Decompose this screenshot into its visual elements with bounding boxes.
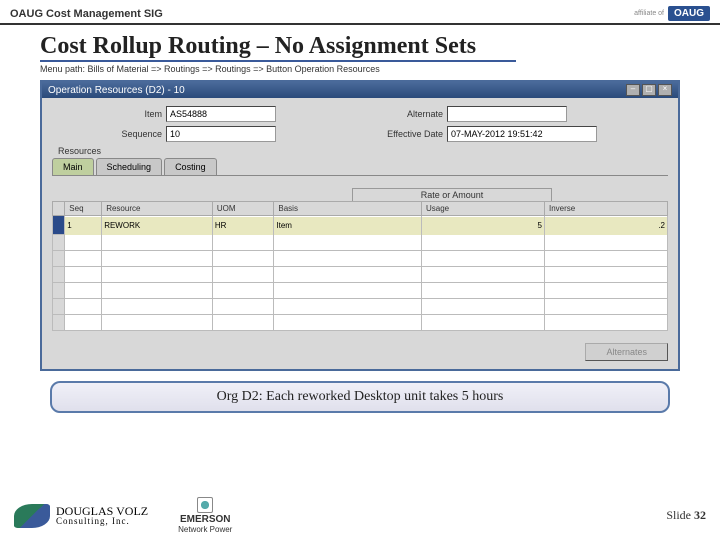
menu-path: Menu path: Bills of Material => Routings…	[40, 64, 720, 74]
table-row[interactable]	[53, 283, 668, 299]
seq-cell[interactable]	[65, 217, 101, 235]
oaug-logo: affiliate of OAUG	[634, 6, 710, 21]
caption: Org D2: Each reworked Desktop unit takes…	[50, 381, 670, 413]
basis-cell[interactable]	[274, 217, 421, 235]
emerson-logo: EMERSON Network Power	[178, 497, 232, 534]
minimize-button[interactable]: –	[626, 84, 640, 96]
dv-swoosh-icon	[14, 504, 50, 528]
table-row[interactable]	[53, 299, 668, 315]
close-button[interactable]: ×	[658, 84, 672, 96]
alternate-field[interactable]	[447, 106, 567, 122]
resources-grid: Seq Resource UOM Basis Usage Inverse	[52, 201, 668, 331]
col-usage: Usage	[421, 202, 544, 216]
table-row[interactable]	[53, 216, 668, 235]
uom-cell[interactable]	[213, 217, 274, 235]
tab-costing[interactable]: Costing	[164, 158, 217, 175]
alternates-button[interactable]: Alternates	[585, 343, 668, 361]
rate-amount-group: Rate or Amount	[352, 188, 552, 201]
col-inverse: Inverse	[544, 202, 667, 216]
sequence-label: Sequence	[52, 129, 162, 139]
emerson-icon	[197, 497, 213, 513]
douglas-volz-logo: DOUGLAS VOLZ Consulting, Inc.	[14, 504, 148, 528]
inverse-cell[interactable]	[545, 217, 667, 235]
table-row[interactable]	[53, 315, 668, 331]
alternate-label: Alternate	[363, 109, 443, 119]
tab-scheduling[interactable]: Scheduling	[96, 158, 163, 175]
maximize-button[interactable]: ▢	[642, 84, 656, 96]
table-row[interactable]	[53, 235, 668, 251]
slide-number: Slide 32	[666, 508, 706, 523]
effective-date-label: Effective Date	[363, 129, 443, 139]
sequence-field[interactable]	[166, 126, 276, 142]
col-resource: Resource	[102, 202, 213, 216]
operation-resources-window: Operation Resources (D2) - 10 – ▢ × Item…	[40, 80, 680, 371]
item-label: Item	[52, 109, 162, 119]
sig-title: OAUG Cost Management SIG	[10, 8, 163, 20]
col-seq: Seq	[65, 202, 102, 216]
table-row[interactable]	[53, 267, 668, 283]
col-basis: Basis	[274, 202, 422, 216]
window-title: Operation Resources (D2) - 10	[48, 85, 185, 96]
col-uom: UOM	[212, 202, 274, 216]
page-title: Cost Rollup Routing – No Assignment Sets	[40, 33, 516, 62]
resources-section-label: Resources	[58, 146, 668, 156]
usage-cell[interactable]	[422, 217, 544, 235]
resource-cell[interactable]	[102, 217, 212, 235]
window-titlebar: Operation Resources (D2) - 10 – ▢ ×	[42, 82, 678, 98]
table-row[interactable]	[53, 251, 668, 267]
effective-date-field[interactable]	[447, 126, 597, 142]
item-field[interactable]	[166, 106, 276, 122]
tab-main[interactable]: Main	[52, 158, 94, 175]
